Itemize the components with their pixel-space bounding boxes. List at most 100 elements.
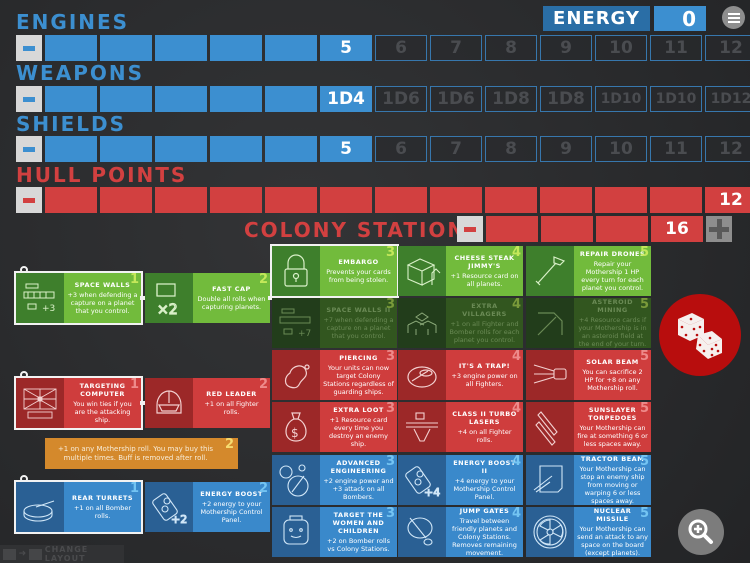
card-targeting-computer[interactable]: 1 TARGETING COMPUTER You win ties if you a…: [14, 376, 143, 430]
colony-plus-button[interactable]: [706, 216, 732, 242]
weapons-cell[interactable]: [155, 86, 207, 112]
card-cheese-steak-jimmys[interactable]: 4 CHEESE STEAK JIMMY'S +1 Resource card on…: [398, 246, 523, 296]
card-fast-cap[interactable]: ×2 2 FAST CAP Double all rolls when captur…: [145, 273, 270, 323]
hull-cell: [375, 187, 427, 213]
card-its-a-trap[interactable]: 4 IT'S A TRAP! +3 engine power on all Figh…: [398, 350, 523, 400]
card-piercing[interactable]: 3 PIERCING Your units can now target Colon…: [272, 350, 397, 400]
weapons-cell[interactable]: 1D6: [375, 86, 427, 112]
shields-minus-button[interactable]: [16, 136, 42, 162]
shields-cell-active[interactable]: 5: [320, 136, 372, 162]
weapons-cell[interactable]: 1D8: [485, 86, 537, 112]
tree-connector: [140, 296, 148, 300]
card-solar-beam[interactable]: 5 SOLAR BEAM You can sacrifice 2 HP for +8…: [526, 350, 651, 400]
engines-cell[interactable]: [210, 35, 262, 61]
card-name: SPACE WALLS: [74, 281, 131, 289]
engines-cell[interactable]: 9: [540, 35, 592, 61]
mothership-buff-card[interactable]: +1 on any Mothership roll. You may buy t…: [45, 438, 238, 469]
card-jump-gates[interactable]: 4 JUMP GATES Travel between friendly plane…: [398, 507, 523, 557]
roll-dice-button[interactable]: [659, 294, 741, 376]
weapons-cell[interactable]: 1D10: [650, 86, 702, 112]
card-embargo[interactable]: 3 EMBARGO Prevents your cards from being s…: [270, 244, 399, 298]
shields-cell[interactable]: [210, 136, 262, 162]
colony-station-title: COLONY STATION: [244, 218, 467, 242]
card-name: JUMP GATES: [459, 507, 510, 515]
colony-station-track: 16: [457, 216, 732, 242]
weapons-cell[interactable]: [45, 86, 97, 112]
zoom-button[interactable]: [678, 509, 724, 555]
card-turbo-lasers[interactable]: 4 CLASS II TURBO LASERS +4 on all Fighter …: [398, 402, 523, 452]
engines-cell[interactable]: [100, 35, 152, 61]
engines-cell[interactable]: [265, 35, 317, 61]
card-extra-loot[interactable]: $ 3 EXTRA LOOT +1 Resource card every time…: [272, 402, 397, 452]
engines-cell[interactable]: 11: [650, 35, 702, 61]
weapons-cell[interactable]: [265, 86, 317, 112]
card-energy-boost-2[interactable]: +4 4 ENERGY BOOST II +4 energy to your Mot…: [398, 455, 523, 505]
engines-cell[interactable]: 6: [375, 35, 427, 61]
card-name: EXTRA VILLAGERS: [462, 302, 507, 318]
engines-minus-button[interactable]: [16, 35, 42, 61]
menu-button[interactable]: [722, 6, 745, 29]
engines-cell[interactable]: 10: [595, 35, 647, 61]
shields-cell[interactable]: [45, 136, 97, 162]
weapons-cell-active[interactable]: 1D4: [320, 86, 372, 112]
card-asteroid-mining[interactable]: 5 ASTEROID MINING +4 Resource cards if you…: [526, 298, 651, 348]
shields-cell[interactable]: 7: [430, 136, 482, 162]
dice-icon: [678, 313, 722, 359]
card-cost: 3: [385, 246, 395, 260]
arrow-right-icon: ➜: [18, 549, 27, 559]
shields-cell[interactable]: 10: [595, 136, 647, 162]
shields-cell[interactable]: 8: [485, 136, 537, 162]
card-energy-boost[interactable]: +2 2 ENERGY BOOST +2 energy to your Mother…: [145, 482, 270, 532]
shields-cell[interactable]: 11: [650, 136, 702, 162]
card-desc: +2 on Bomber rolls vs Colony Stations.: [327, 537, 390, 553]
card-extra-villagers[interactable]: 4 EXTRA VILLAGERS +1 on all Fighter and Bo…: [398, 298, 523, 348]
weapons-cell[interactable]: [100, 86, 152, 112]
card-sunslayer-torpedoes[interactable]: 5 SUNSLAYER TORPEDOES Your Mothership can …: [526, 402, 651, 452]
card-desc: +7 when defending a capture on a planet …: [323, 316, 394, 340]
card-red-leader[interactable]: 2 RED LEADER +1 on all Fighter rolls.: [145, 378, 270, 428]
card-tractor-beam[interactable]: 5 TRACTOR BEAM Your Mothership can stop an…: [526, 455, 651, 505]
energy-value[interactable]: 0: [654, 6, 706, 31]
shields-cell[interactable]: [265, 136, 317, 162]
card-space-walls-2[interactable]: +7 3 SPACE WALLS II +7 when defending a ca…: [272, 298, 397, 348]
brick-wall-icon: +7: [272, 298, 320, 348]
weapons-minus-button[interactable]: [16, 86, 42, 112]
card-desc: +3 engine power on all Fighters.: [451, 372, 518, 388]
engines-cell[interactable]: 8: [485, 35, 537, 61]
weapons-cell[interactable]: 1D6: [430, 86, 482, 112]
shields-cell[interactable]: [155, 136, 207, 162]
shields-cell[interactable]: 12: [705, 136, 750, 162]
weapons-cell[interactable]: 1D12: [705, 86, 750, 112]
card-rear-turrets[interactable]: 1 REAR TURRETS +1 on all Bomber rolls.: [14, 480, 143, 534]
weapons-cell[interactable]: 1D10: [595, 86, 647, 112]
weapons-cell[interactable]: [210, 86, 262, 112]
card-name: REPAIR DRONES: [579, 250, 646, 258]
weapons-cell[interactable]: 1D8: [540, 86, 592, 112]
change-layout-button[interactable]: ➜ CHANGE LAYOUT: [0, 545, 124, 563]
card-cost: 1: [129, 482, 139, 496]
card-cost: 3: [385, 507, 395, 521]
buff-desc: +1 on any Mothership roll. You may buy t…: [57, 444, 214, 462]
card-name: ASTEROID MINING: [592, 298, 633, 314]
card-cost: 5: [639, 246, 649, 260]
colony-minus-button[interactable]: [457, 216, 483, 242]
shields-cell[interactable]: 9: [540, 136, 592, 162]
card-repair-drones[interactable]: 5 REPAIR DRONES Repair your Mothership 1 H…: [526, 246, 651, 296]
card-desc: +1 Resource card every time you destroy …: [329, 416, 388, 448]
card-advanced-engineering[interactable]: 3 ADVANCED ENGINEERING +2 engine power and…: [272, 455, 397, 505]
buff-cost: 2: [224, 437, 234, 452]
engines-cell-active[interactable]: 5: [320, 35, 372, 61]
shields-cell[interactable]: [100, 136, 152, 162]
card-name: CLASS II TURBO LASERS: [452, 410, 517, 426]
card-target-women-children[interactable]: 3 TARGET THE WOMEN AND CHILDREN +2 on Bomb…: [272, 507, 397, 557]
engines-cell[interactable]: [155, 35, 207, 61]
card-cost: 4: [511, 350, 521, 364]
card-space-walls[interactable]: +3 1 SPACE WALLS +3 when defending a captu…: [14, 271, 143, 325]
card-name: PIERCING: [339, 354, 378, 362]
engines-cell[interactable]: [45, 35, 97, 61]
hull-minus-button[interactable]: [16, 187, 42, 213]
engines-cell[interactable]: 7: [430, 35, 482, 61]
shields-cell[interactable]: 6: [375, 136, 427, 162]
card-nuclear-missile[interactable]: 5 NUCLEAR MISSILE Your Mothership can send…: [526, 507, 651, 557]
engines-cell[interactable]: 12: [705, 35, 750, 61]
